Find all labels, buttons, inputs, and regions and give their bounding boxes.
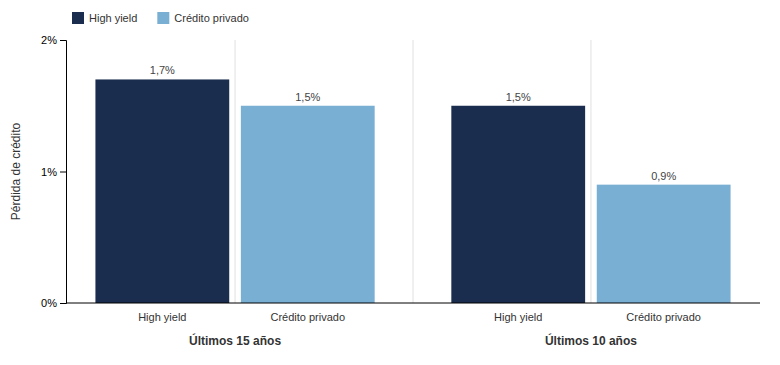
legend: High yield Crédito privado (72, 12, 249, 24)
data-label: 1,7% (150, 64, 175, 76)
y-tick: 0% (41, 297, 66, 309)
y-tick-mark (60, 303, 66, 304)
legend-swatch (157, 12, 169, 24)
bar (597, 185, 731, 303)
data-label: 0,9% (651, 170, 676, 182)
y-tick: 2% (41, 34, 66, 46)
plot: 0% 1% 2% Pérdida de crédito 1,7% 1,5% 1,5% 0,9%… (9, 34, 760, 348)
separator (413, 40, 414, 303)
separator (590, 40, 591, 303)
data-label: 1,5% (506, 91, 531, 103)
chart-svg: 0% 1% 2% Pérdida de crédito 1,7% 1,5% 1,5% 0,9%… (0, 0, 780, 365)
bar (95, 79, 229, 303)
bars (95, 79, 730, 303)
y-tick-mark (60, 172, 66, 173)
bar (451, 106, 585, 303)
y-axis-title: Pérdida de crédito (9, 122, 23, 220)
legend-swatch (72, 12, 84, 24)
group-labels: Últimos 15 años Últimos 10 años (189, 333, 637, 348)
chart-container: 0% 1% 2% Pérdida de crédito 1,7% 1,5% 1,5% 0,9%… (0, 0, 780, 365)
x-tick-label: High yield (138, 311, 186, 323)
group-label: Últimos 10 años (545, 333, 637, 348)
separators (235, 40, 591, 303)
data-labels: 1,7% 1,5% 1,5% 0,9% (150, 64, 677, 181)
y-axis-line (60, 41, 67, 304)
y-tick-mark (60, 40, 66, 41)
legend-label: Crédito privado (174, 12, 249, 24)
legend-item: Crédito privado (157, 12, 249, 24)
y-tick-label: 0% (41, 297, 57, 309)
legend-item: High yield (72, 12, 137, 24)
x-tick-label: High yield (494, 311, 542, 323)
y-tick: 1% (41, 166, 66, 178)
group-label: Últimos 15 años (189, 333, 281, 348)
x-bar-labels: High yield Crédito privado High yield Crédi… (138, 311, 701, 323)
x-tick-label: Crédito privado (626, 311, 701, 323)
y-tick-label: 2% (41, 34, 57, 46)
y-tick-label: 1% (41, 166, 57, 178)
x-tick-label: Crédito privado (270, 311, 345, 323)
y-axis: 0% 1% 2% (41, 34, 66, 309)
bar (241, 106, 375, 303)
separator (235, 40, 236, 303)
x-axis-line (66, 303, 760, 304)
legend-label: High yield (89, 12, 137, 24)
data-label: 1,5% (295, 91, 320, 103)
